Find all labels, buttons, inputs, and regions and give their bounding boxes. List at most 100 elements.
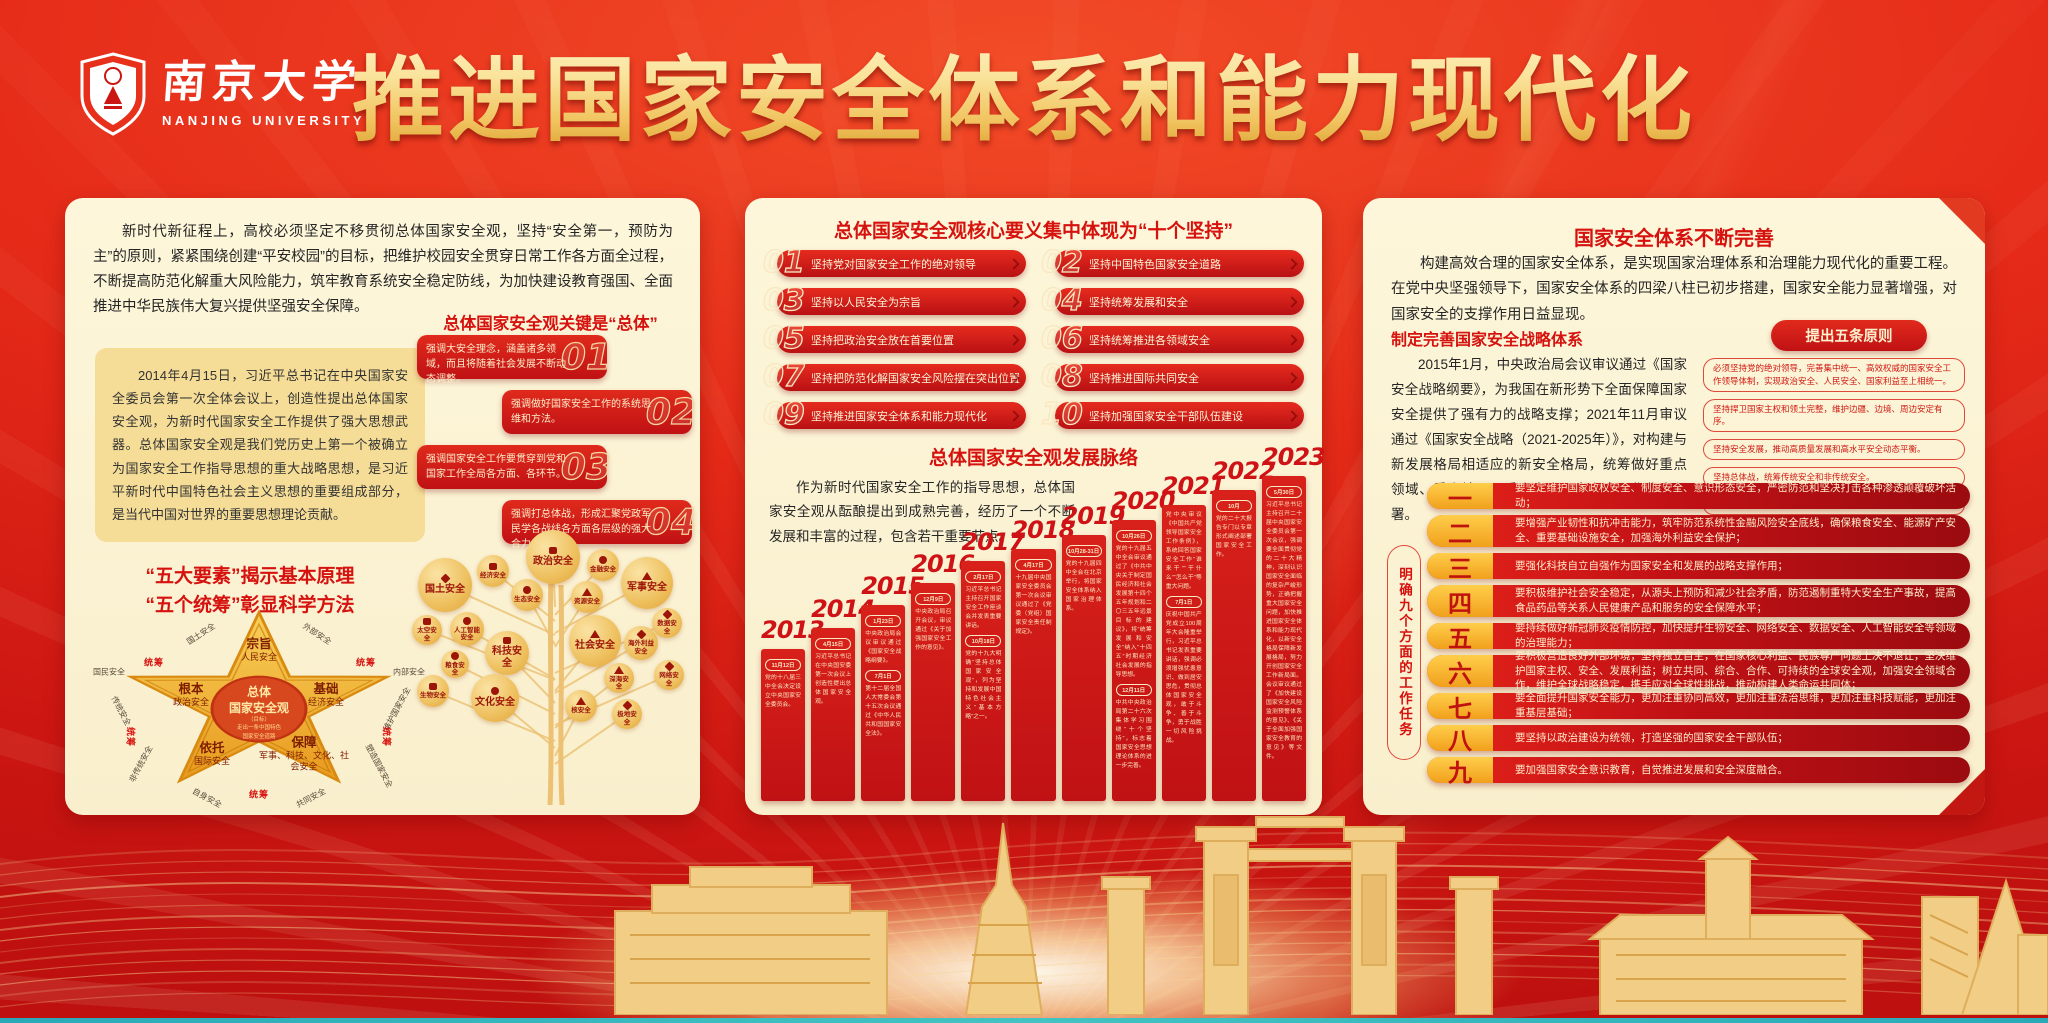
timeline-event-text: 庆祝中国共产党成立100周年大会隆重举行，习近平总书记发表重要讲话，强调必须增强… xyxy=(1165,611,1202,744)
ten-item: 10 坚持加强国家安全干部队伍建设 xyxy=(1040,396,1304,433)
timeline-event-text: 习近平总书记主持召开二十届中央国家安全委员会第一次会议，强调要全面贯彻党的二十大… xyxy=(1265,502,1303,760)
ten-item-number: 03 xyxy=(762,282,805,318)
tiananmen-icon xyxy=(549,546,557,554)
bottom-accent-strip xyxy=(0,1018,2048,1023)
ten-heading: 总体国家安全观核心要义集中体现为“十个坚持” xyxy=(833,221,1233,242)
zongti-item-text: 强调打总体战，形成汇聚党政军民学各战线各方面各层级的强大合力。 xyxy=(511,509,651,550)
zongti-item: 强调国家安全工作要贯穿到党和国家工作全局各方面、各环节。 03 xyxy=(417,445,612,489)
ten-item-pill: 坚持统筹推进各领域安全 xyxy=(1055,326,1304,353)
tree-node-label: 经济安全 xyxy=(480,571,506,579)
task-row: 要加强国家安全意识教育，自觉推进发展和安全深度融合。 九 xyxy=(1427,757,1970,787)
timeline-date-pill: 10月18日 xyxy=(965,634,1002,647)
timeline-date-pill: 12月11日 xyxy=(1115,683,1152,696)
task-number-cap: 五 xyxy=(1427,623,1493,653)
tree-node-深海安全: 深海安全 xyxy=(604,663,634,693)
tree-node-label: 政治安全 xyxy=(533,555,573,567)
ten-item-pill: 坚持中国特色国家安全道路 xyxy=(1055,250,1304,277)
tree-node-金融安全: 金融安全 xyxy=(587,549,619,581)
quote-box: 2014年4月15日，习近平总书记在中央国家安全委员会第一次全体会议上，创造性提… xyxy=(95,348,425,542)
timeline-event-text: 党中央审议《中国共产党领导国家安全工作条例》，系统回答国家安全工作“谁来干”“干… xyxy=(1165,512,1202,590)
task-number-cap: 九 xyxy=(1427,757,1493,787)
timeline-date-pill: 5月30日 xyxy=(1265,486,1303,498)
timeline-year-label: 2016 xyxy=(911,550,975,578)
task-row: 要增强产业韧性和抗冲击能力，筑牢防范系统性金融风险安全底线，确保粮食安全、能源矿… xyxy=(1427,515,1970,548)
timeline-bar: 2022 10月 党的二十大报告专门以专章形式阐述部署国家安全工作。 xyxy=(1211,457,1276,801)
ten-item: 06 坚持统筹推进各领域安全 xyxy=(1040,320,1304,357)
panel-ten-persistences: 总体国家安全观核心要义集中体现为“十个坚持” 01 坚持党对国家安全工作的绝对领导… xyxy=(745,198,1326,815)
five-elements-line1: “五大要素”揭示基本原理 xyxy=(145,566,355,587)
timeline-bar: 2018 4月17日 十九届中央国家安全委员会第一次会议审议通过了《党委（党组）国家… xyxy=(1011,516,1075,801)
tongchou-bottom: 统筹 xyxy=(248,789,270,800)
china-map-icon xyxy=(440,573,450,584)
task-number-cap: 三 xyxy=(1427,553,1493,583)
task-row: 要积极维护社会安全稳定，从源头上预防和减少社会矛盾，防范遏制重特大安全生产事故，… xyxy=(1427,585,1970,618)
globe-icon xyxy=(636,629,646,640)
task-text: 要全面提升国家安全能力，更加注重协同高效，更加注重法治思维，更加注重科技赋能，更… xyxy=(1515,692,1956,719)
books-icon xyxy=(491,687,499,696)
timeline-event-text: 党的十九届四中全会在北京举行，将国家安全体系纳入国家治理体系。 xyxy=(1065,561,1102,612)
timeline-bar: 2023 5月30日 习近平总书记主持召开二十届中央国家安全委员会第一次会议，强调要… xyxy=(1261,443,1326,801)
tree-node-粮食安全: 粮食安全 xyxy=(441,650,469,678)
zongti-item-text: 强调做好国家安全工作的系统思维和方法。 xyxy=(511,399,651,425)
task-text-bar: 要加强国家安全意识教育，自觉推进发展和安全深度融合。 xyxy=(1427,757,1970,783)
ten-item: 08 坚持推进国际共同安全 xyxy=(1040,358,1304,395)
star-point-baozhang: 保障 军事、科技、文化、社会安全 xyxy=(258,735,349,772)
timeline-date-pill: 1月23日 xyxy=(865,615,902,627)
tree-node-label: 金融安全 xyxy=(590,566,616,574)
nine-tasks-tab: 明确九个方面的工作任务 xyxy=(1387,545,1421,760)
zongti-item: 强调大安全理念，涵盖诸多领域，而且将随着社会发展不断动态调整。 01 xyxy=(417,335,612,385)
star-point-genben: 根本 政治安全 xyxy=(172,681,209,707)
tree-node-生态安全: 生态安全 xyxy=(511,579,543,611)
task-text-bar: 要强化科技自立自强作为国家安全和发展的战略支撑作用； xyxy=(1427,553,1970,579)
golden-waves xyxy=(0,831,2048,1008)
ten-item-number: 06 xyxy=(1040,320,1083,356)
panel-corner-bevel-top xyxy=(1939,198,1985,244)
timeline-date-pill: 2月17日 xyxy=(965,571,1002,583)
task-row: 要持续做好新冠肺炎疫情防控，加快提升生物安全、网络安全、数据安全、人工智能安全等… xyxy=(1427,622,1970,653)
timeline-year-label: 2013 xyxy=(761,616,825,644)
timeline-bar-body: 4月15日 习近平总书记在中央国安委第一次会议上创造性提出总体国家安全观。 xyxy=(811,628,856,801)
tree-node-军事安全: 军事安全 xyxy=(621,557,673,609)
poster-title: 推进国家安全体系和能力现代化 xyxy=(0,26,2048,159)
panel3-intro: 构建高效合理的国家安全体系，是实现国家治理体系和治理能力现代化的重要工程。在党中… xyxy=(1391,256,1957,323)
panel1-intro-text: 新时代新征程上，高校必须坚定不移贯彻总体国家安全观，坚持“安全第一，预防为主”的… xyxy=(93,224,673,315)
zongti-list: 强调大安全理念，涵盖诸多领域，而且将随着社会发展不断动态调整。 01 强调做好国家安… xyxy=(417,198,697,815)
airplane-icon xyxy=(642,572,652,581)
tree-node-太空安全: 太空安全 xyxy=(412,615,442,645)
timeline-intro: 作为新时代国家安全工作的指导思想，总体国家安全观从酝酿提出到成熟完善，经历了一个… xyxy=(769,480,1075,544)
panel-system-improvement: 国家安全体系不断完善 构建高效合理的国家安全体系，是实现国家治理体系和治理能力现… xyxy=(1363,198,1985,815)
timeline-event-text: 中央政治局召开会议，审议通过《关于加强国家安全工作的意见》。 xyxy=(915,609,952,651)
timeline-bar: 2017 2月17日 习近平总书记主持召开国家安全工作座谈会并发表重要讲话。 10月1… xyxy=(961,528,1025,801)
timeline-year-label: 2022 xyxy=(1211,457,1276,485)
panel-overview: 新时代新征程上，高校必须坚定不移贯彻总体国家安全观，坚持“安全第一，预防为主”的… xyxy=(65,198,700,815)
panel3-heading: 国家安全体系不断完善 xyxy=(1574,228,1774,250)
star-point-zongzhi: 宗旨 人民安全 xyxy=(240,636,277,662)
timeline-event-text: 十九届中央国家安全委员会第一次会议审议通过了《党委（党组）国家安全责任制规定》。 xyxy=(1015,575,1052,635)
timeline-date-pill: 12月9日 xyxy=(915,593,952,605)
ten-item-pill: 坚持把防范化解国家安全风险摆在突出位置 xyxy=(777,364,1026,391)
tree-node-政治安全: 政治安全 xyxy=(526,530,580,584)
timeline-year-label: 2018 xyxy=(1011,516,1075,544)
ten-item-pill: 坚持加强国家安全干部队伍建设 xyxy=(1055,402,1304,429)
task-text: 要积极营造良好外部环境，坚持独立自主，在国家核心利益、民族尊严问题上决不退让，坚… xyxy=(1515,649,1956,692)
ten-item: 01 坚持党对国家安全工作的绝对领导 xyxy=(762,244,1026,281)
tree-node-社会安全: 社会安全 xyxy=(569,615,621,667)
timeline-year-label: 2021 xyxy=(1161,472,1226,500)
campus-skyline xyxy=(614,816,2048,1015)
spire-tower xyxy=(964,822,1044,1015)
strategy-heading: 制定完善国家安全战略体系 xyxy=(1391,332,1584,349)
ten-item: 07 坚持把防范化解国家安全风险摆在突出位置 xyxy=(762,358,1026,395)
satellite-icon xyxy=(423,618,431,626)
ten-item-pill: 坚持以人民安全为宗旨 xyxy=(777,288,1026,315)
star-point-jichu: 基础 经济安全 xyxy=(307,681,344,707)
timeline-event-text: 习近平总书记主持召开国家安全工作座谈会并发表重要讲话。 xyxy=(965,587,1002,629)
ten-item-number: 05 xyxy=(762,320,805,356)
dna-icon xyxy=(429,682,437,690)
task-text-bar: 要持续做好新冠肺炎疫情防控，加快提升生物安全、网络安全、数据安全、人工智能安全等… xyxy=(1427,622,1970,649)
ten-item-number: 02 xyxy=(1040,244,1083,280)
security-tree-diagram: 政治安全 金融安全 军事安全 国土安全 经济安全 生态安全 资源安全 数据安全 太空安全 人工智能… xyxy=(412,530,693,805)
task-text-bar: 要坚定维护国家政权安全、制度安全、意识形态安全，严密防范和坚决打击各种渗透颠覆破… xyxy=(1427,482,1970,509)
tongchou-right: 统筹 xyxy=(381,726,392,748)
principle-item: 坚持安全发展，推动高质量发展和高水平安全动态平衡。 xyxy=(1703,439,1965,460)
